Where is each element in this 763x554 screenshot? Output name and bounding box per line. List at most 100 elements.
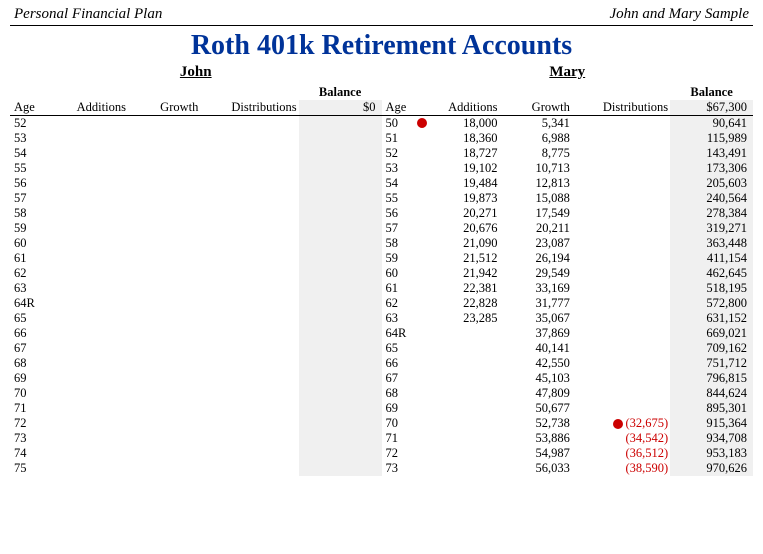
cell-balance [299, 371, 382, 386]
cell-balance [299, 146, 382, 161]
cell-growth [128, 326, 200, 341]
cell-growth: 40,141 [499, 341, 571, 356]
table-row: 71 [10, 401, 382, 416]
cell-growth [128, 251, 200, 266]
cell-age: 66 [10, 326, 45, 341]
cell-growth [128, 161, 200, 176]
cell-balance [299, 281, 382, 296]
cell-balance: 631,152 [670, 311, 753, 326]
cell-age: 65 [10, 311, 45, 326]
cell-growth: 23,087 [499, 236, 571, 251]
table-row: 75 [10, 461, 382, 476]
cell-distributions [200, 176, 298, 191]
cell-growth [128, 431, 200, 446]
cell-distributions [200, 296, 298, 311]
cell-growth [128, 371, 200, 386]
table-row: 7254,987(36,512)953,183 [382, 446, 754, 461]
cell-distributions [200, 446, 298, 461]
cell-age: 64R [10, 296, 45, 311]
cell-distributions [200, 356, 298, 371]
cell-age: 62 [10, 266, 45, 281]
cell-balance [299, 161, 382, 176]
cell-additions [45, 191, 128, 206]
accounts-table: BalanceAgeAdditionsGrowthDistributions$6… [382, 85, 754, 476]
cell-additions: 21,512 [417, 251, 500, 266]
cell-additions: 18,727 [417, 146, 500, 161]
cell-growth: 12,813 [499, 176, 571, 191]
cell-age: 73 [382, 461, 417, 476]
column-additions: Additions [45, 100, 128, 116]
cell-distributions [200, 131, 298, 146]
cell-distributions [200, 266, 298, 281]
cell-distributions [572, 146, 670, 161]
cell-age: 61 [382, 281, 417, 296]
cell-distributions [572, 236, 670, 251]
cell-balance: 115,989 [670, 131, 753, 146]
cell-growth: 45,103 [499, 371, 571, 386]
cell-additions [417, 326, 500, 341]
table-row: 6642,550751,712 [382, 356, 754, 371]
cell-distributions: (34,542) [572, 431, 670, 446]
cell-age: 59 [382, 251, 417, 266]
cell-growth [128, 116, 200, 132]
cell-age: 54 [10, 146, 45, 161]
cell-age: 55 [10, 161, 45, 176]
cell-age: 51 [382, 131, 417, 146]
cell-distributions [200, 116, 298, 132]
initial-balance: $67,300 [670, 100, 753, 116]
cell-age: 53 [382, 161, 417, 176]
table-row: 5118,3606,988115,989 [382, 131, 754, 146]
cell-age: 66 [382, 356, 417, 371]
cell-additions: 22,381 [417, 281, 500, 296]
table-row: 67 [10, 341, 382, 356]
cell-balance [299, 326, 382, 341]
cell-distributions [572, 161, 670, 176]
cell-age: 52 [10, 116, 45, 132]
cell-growth [128, 341, 200, 356]
cell-additions [45, 371, 128, 386]
cell-balance: 953,183 [670, 446, 753, 461]
table-row: 6122,38133,169518,195 [382, 281, 754, 296]
column-balance-label: Balance [670, 85, 753, 100]
cell-balance [299, 356, 382, 371]
cell-additions [45, 236, 128, 251]
cell-growth: 47,809 [499, 386, 571, 401]
cell-additions: 18,360 [417, 131, 500, 146]
cell-growth [128, 146, 200, 161]
table-row: 7153,886(34,542)934,708 [382, 431, 754, 446]
table-row: 74 [10, 446, 382, 461]
cell-balance: 205,603 [670, 176, 753, 191]
cell-balance: 411,154 [670, 251, 753, 266]
cell-balance [299, 176, 382, 191]
cell-distributions [572, 356, 670, 371]
cell-age: 64R [382, 326, 417, 341]
table-row: 64R37,869669,021 [382, 326, 754, 341]
table-row: 6323,28535,067631,152 [382, 311, 754, 326]
cell-additions [45, 401, 128, 416]
cell-balance: 572,800 [670, 296, 753, 311]
cell-age: 54 [382, 176, 417, 191]
cell-growth: 8,775 [499, 146, 571, 161]
cell-additions: 19,873 [417, 191, 500, 206]
person-panel: JohnBalanceAgeAdditionsGrowthDistributio… [10, 64, 382, 476]
cell-growth: 26,194 [499, 251, 571, 266]
table-row: 6745,103796,815 [382, 371, 754, 386]
cell-distributions [200, 386, 298, 401]
cell-growth: 29,549 [499, 266, 571, 281]
cell-distributions: (36,512) [572, 446, 670, 461]
cell-additions [417, 341, 500, 356]
cell-additions [45, 221, 128, 236]
table-row: 70 [10, 386, 382, 401]
cell-age: 73 [10, 431, 45, 446]
cell-balance: 895,301 [670, 401, 753, 416]
cell-age: 50 [382, 116, 417, 132]
cell-age: 56 [10, 176, 45, 191]
cell-distributions [200, 146, 298, 161]
cell-additions [45, 161, 128, 176]
cell-age: 71 [382, 431, 417, 446]
header-right: John and Mary Sample [609, 6, 749, 23]
cell-balance: 669,021 [670, 326, 753, 341]
cell-growth [128, 356, 200, 371]
cell-distributions [572, 116, 670, 132]
cell-additions [417, 356, 500, 371]
